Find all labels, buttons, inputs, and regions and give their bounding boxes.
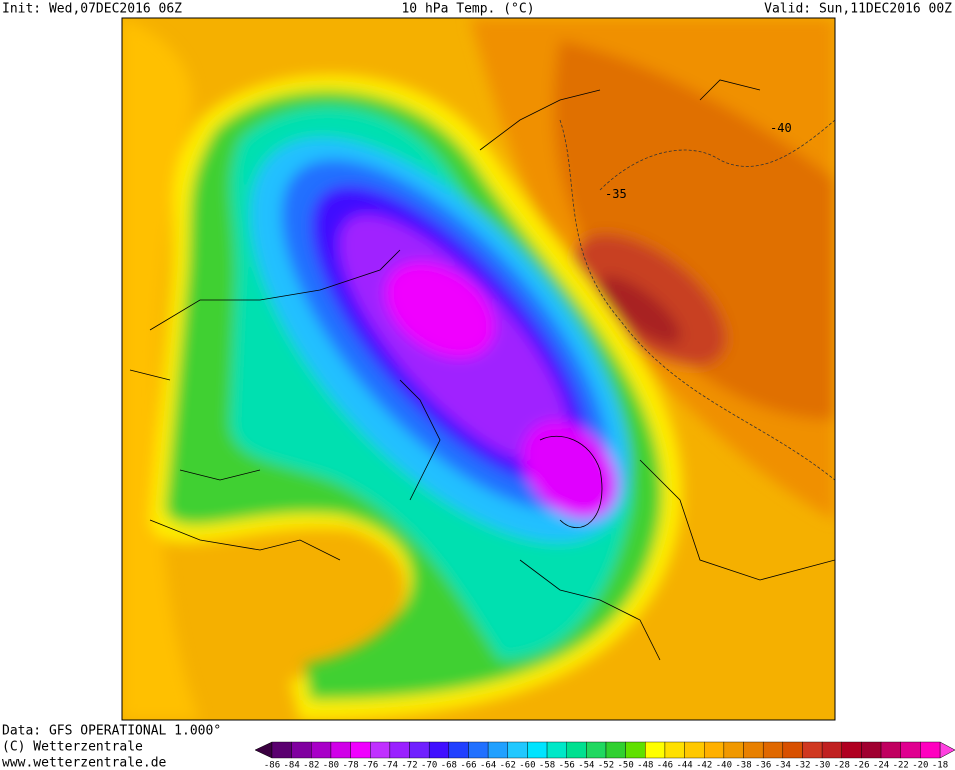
colorbar-tick-label: -52 <box>598 761 614 770</box>
colorbar-max-arrow <box>939 741 955 759</box>
data-source: Data: GFS OPERATIONAL 1.000° <box>2 724 221 739</box>
colorbar-swatch <box>802 741 823 759</box>
colorbar-swatch <box>330 741 351 759</box>
colorbar-swatch <box>566 741 587 759</box>
contour-label: -35 <box>605 187 627 201</box>
colorbar-swatch <box>311 741 332 759</box>
colorbar-swatch <box>271 741 292 759</box>
colorbar-swatch <box>586 741 607 759</box>
colorbar-tick-label: -32 <box>794 761 810 770</box>
colorbar-tick-label: -18 <box>932 761 948 770</box>
colorbar-tick-label: -60 <box>519 761 535 770</box>
colorbar-tick-label: -22 <box>893 761 909 770</box>
colorbar-swatch <box>370 741 391 759</box>
colorbar-tick-label: -26 <box>853 761 869 770</box>
colorbar-swatch <box>487 741 508 759</box>
copyright: (C) Wetterzentrale <box>2 740 143 755</box>
colorbar-tick-label: -24 <box>873 761 889 770</box>
colorbar-swatch <box>507 741 528 759</box>
colorbar-tick-label: -72 <box>401 761 417 770</box>
colorbar-swatch <box>821 741 842 759</box>
colorbar-tick-label: -76 <box>362 761 378 770</box>
colorbar-tick-label: -62 <box>500 761 516 770</box>
colorbar-tick-label: -50 <box>618 761 634 770</box>
colorbar-swatch <box>350 741 371 759</box>
colorbar-tick-label: -20 <box>912 761 928 770</box>
colorbar-tick-label: -86 <box>264 761 280 770</box>
colorbar-swatch <box>546 741 567 759</box>
colorbar-swatch <box>605 741 626 759</box>
colorbar-swatch <box>428 741 450 759</box>
colorbar-tick-label: -40 <box>716 761 732 770</box>
colorbar-swatch <box>762 741 784 759</box>
colorbar-tick-label: -30 <box>814 761 830 770</box>
colorbar-swatch <box>291 741 312 759</box>
colorbar-tick-label: -28 <box>834 761 850 770</box>
colorbar-tick-label: -46 <box>657 761 673 770</box>
colorbar-tick-label: -44 <box>676 761 692 770</box>
colorbar-swatch <box>389 741 410 759</box>
colorbar-tick-label: -80 <box>323 761 339 770</box>
colorbar-tick-label: -42 <box>696 761 712 770</box>
temperature-field: -40 -35 <box>122 18 835 720</box>
colorbar-swatch <box>880 741 901 759</box>
map-frame <box>121 17 836 721</box>
colorbar-swatch <box>448 741 469 759</box>
colorbar-tick-label: -38 <box>735 761 751 770</box>
website: www.wetterzentrale.de <box>2 756 167 770</box>
colorbar-tick-label: -64 <box>480 761 496 770</box>
colorbar-tick-label: -74 <box>382 761 398 770</box>
colorbar-swatch <box>468 741 489 759</box>
colorbar-tick-label: -78 <box>342 761 358 770</box>
colorbar-tick-label: -70 <box>421 761 437 770</box>
colorbar-swatch <box>723 741 744 759</box>
valid-time: Valid: Sun,11DEC2016 00Z <box>764 2 952 17</box>
colorbar-swatch <box>684 741 705 759</box>
colorbar-swatch <box>527 741 548 759</box>
map-title: 10 hPa Temp. (°C) <box>401 2 534 17</box>
colorbar-tick-label: -54 <box>578 761 594 770</box>
contour-label: -40 <box>770 121 792 135</box>
colorbar-tick-label: -56 <box>559 761 575 770</box>
colorbar-swatch <box>841 741 862 759</box>
colorbar-min-arrow <box>254 741 273 759</box>
colorbar-swatch <box>664 741 685 759</box>
colorbar-swatch <box>900 741 921 759</box>
colorbar-tick-label: -48 <box>637 761 653 770</box>
colorbar-swatch <box>704 741 725 759</box>
colorbar-swatch <box>920 741 941 759</box>
colorbar-tick-label: -36 <box>755 761 771 770</box>
colorbar-swatch <box>782 741 803 759</box>
colorbar-swatch <box>743 741 764 759</box>
colorbar-swatch <box>409 741 430 759</box>
init-time: Init: Wed,07DEC2016 06Z <box>2 2 182 17</box>
colorbar-swatch <box>625 741 646 759</box>
colorbar-tick-label: -58 <box>539 761 555 770</box>
colorbar-tick-label: -68 <box>441 761 457 770</box>
colorbar: -86 -84 -82 -80 -78 -76 -74 -72 -70 -68 -66 -64 -62-… <box>254 741 955 770</box>
colorbar-tick-label: -34 <box>775 761 791 770</box>
colorbar-tick-label: -82 <box>303 761 319 770</box>
colorbar-tick-label: -84 <box>284 761 300 770</box>
colorbar-swatch <box>645 741 666 759</box>
colorbar-swatch <box>861 741 882 759</box>
colorbar-tick-label: -66 <box>460 761 476 770</box>
